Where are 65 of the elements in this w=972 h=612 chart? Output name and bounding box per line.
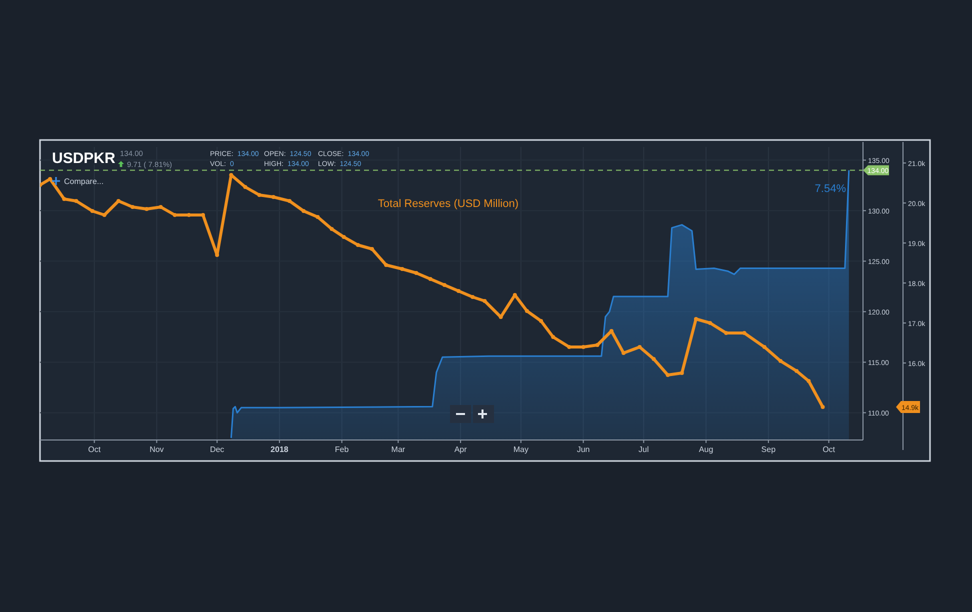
x-tick-label: Jun (576, 445, 590, 454)
point (130, 205, 135, 209)
x-tick-label: Jul (638, 445, 649, 454)
point (680, 371, 684, 375)
point (794, 369, 799, 373)
point (482, 299, 487, 303)
point (414, 271, 418, 275)
point (102, 213, 106, 217)
point (271, 195, 276, 199)
point (370, 247, 374, 251)
point (742, 331, 746, 335)
point (622, 351, 626, 355)
point (581, 345, 586, 349)
annotation: 7.54% (814, 183, 846, 195)
x-tick-label: Apr (454, 445, 468, 454)
point (638, 345, 642, 349)
point (243, 185, 248, 189)
point (229, 173, 234, 177)
point (342, 235, 346, 239)
point (302, 209, 306, 213)
x-tick-label: 2018 (270, 445, 289, 454)
point (820, 405, 825, 409)
x-tick-label: Oct (88, 445, 102, 454)
text: Total Reserves (USD Million) (378, 198, 519, 210)
point (257, 193, 262, 197)
point (694, 317, 698, 321)
point (567, 345, 572, 349)
point (778, 359, 782, 363)
point (524, 309, 529, 313)
x-tick-label: May (513, 445, 528, 454)
point (551, 335, 556, 339)
point (74, 199, 78, 203)
point (90, 209, 94, 213)
point (172, 213, 177, 217)
x-tick-label: Feb (334, 445, 350, 454)
point (400, 267, 404, 271)
point (470, 295, 475, 299)
point (384, 263, 388, 267)
point (428, 277, 432, 281)
point (806, 379, 811, 383)
x-tick-label: Mar (391, 445, 406, 454)
point (356, 243, 360, 247)
point (158, 205, 163, 209)
point (330, 227, 334, 231)
chart-title: USDPKR (52, 150, 116, 167)
x-tick-label: Sep (761, 445, 776, 454)
x-tick-label: Nov (150, 445, 164, 454)
point (539, 319, 544, 323)
point (652, 357, 656, 361)
point (316, 215, 320, 219)
point (442, 283, 446, 287)
point (595, 343, 600, 347)
point (762, 345, 766, 349)
point (215, 253, 220, 257)
point (456, 289, 461, 293)
x-tick-label: Oct (822, 445, 836, 454)
point (666, 373, 670, 377)
point (708, 321, 712, 325)
x-tick-label: Aug (698, 445, 714, 454)
annotation: Compare... (64, 177, 104, 186)
point (62, 197, 66, 201)
x-tick-label: Dec (210, 445, 224, 454)
point (724, 331, 728, 335)
point (288, 199, 292, 203)
point (144, 207, 149, 211)
